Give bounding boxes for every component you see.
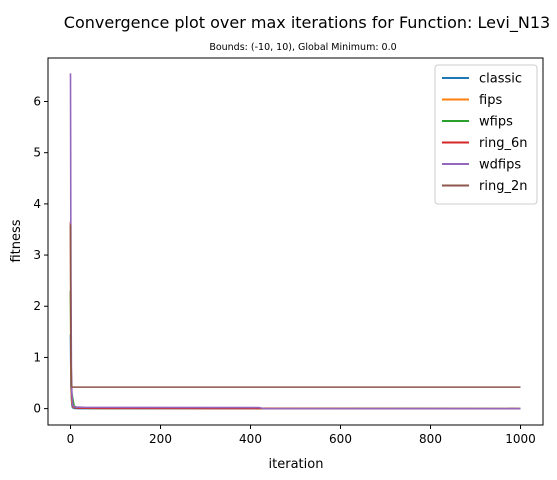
legend-label: ring_6n — [479, 136, 527, 151]
y-tick-label: 1 — [33, 350, 41, 364]
y-axis-label: fitness — [9, 219, 24, 262]
chart-subtitle: Bounds: (-10, 10), Global Minimum: 0.0 — [209, 42, 396, 53]
y-tick-label: 5 — [33, 146, 41, 160]
y-tick-label: 6 — [33, 95, 41, 109]
x-tick-label: 400 — [239, 432, 262, 446]
legend-label: classic — [479, 72, 522, 87]
y-tick-label: 4 — [33, 197, 41, 211]
y-tick-label: 0 — [33, 402, 41, 416]
x-axis-label: iteration — [269, 457, 324, 472]
x-tick-label: 600 — [329, 432, 352, 446]
legend-label: fips — [479, 93, 502, 108]
y-tick-label: 2 — [33, 299, 41, 313]
x-tick-label: 0 — [67, 432, 75, 446]
x-tick-label: 1000 — [505, 432, 536, 446]
y-tick-label: 3 — [33, 248, 41, 262]
series-layer — [69, 73, 521, 410]
legend-label: wdfips — [479, 158, 521, 173]
series-line-ring-2n — [69, 224, 521, 388]
y-axis-ticks: 0 1 2 3 4 5 6 — [33, 95, 48, 416]
legend-label: ring_2n — [479, 179, 527, 194]
x-tick-label: 800 — [419, 432, 442, 446]
x-tick-label: 200 — [149, 432, 172, 446]
plot-border — [47, 57, 544, 426]
chart-title: Convergence plot over max iterations for… — [64, 13, 550, 33]
x-axis-ticks: 0 200 400 600 800 1000 — [67, 425, 536, 446]
legend-label: wfips — [479, 115, 513, 130]
